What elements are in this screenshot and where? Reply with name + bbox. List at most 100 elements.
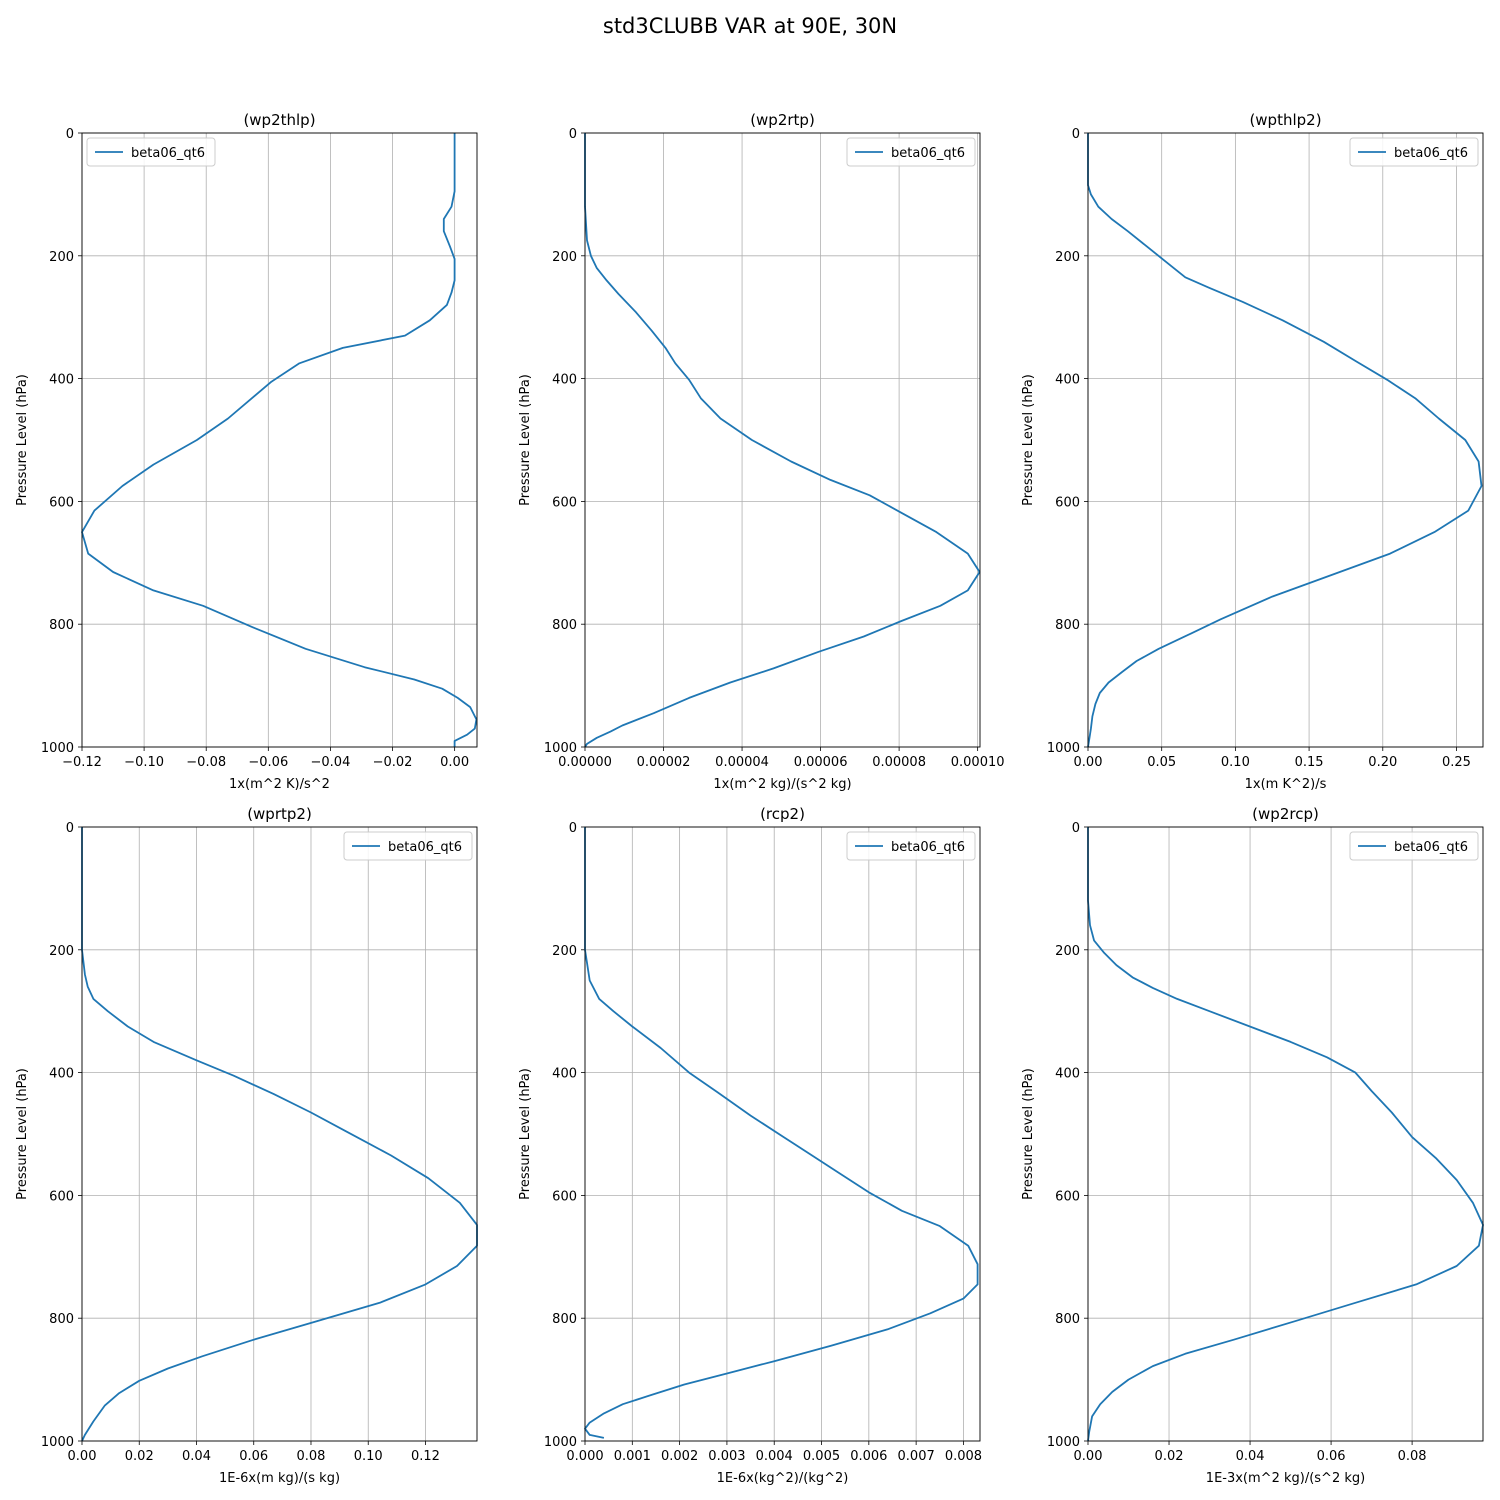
y-tick-label: 1000 (41, 741, 74, 756)
x-tick-label: 0.00006 (794, 755, 848, 770)
y-tick-label: 600 (49, 1189, 74, 1204)
x-axis-label: 1x(m^2 K)/s^2 (229, 777, 330, 792)
y-tick-label: 800 (1055, 1312, 1080, 1327)
legend-box (846, 831, 976, 861)
panel-title: (wp2rcp) (1252, 805, 1319, 823)
x-tick-label: 0.06 (239, 1449, 268, 1464)
x-tick-label: 0.04 (1236, 1449, 1265, 1464)
y-tick-label: 600 (552, 1189, 577, 1204)
x-tick-label: 0.00004 (715, 755, 769, 770)
y-tick-label: 1000 (544, 1435, 577, 1450)
chart-panel-6: 0.00 0.02 0.04 0.06 0.08 0 200 400 600 800 1000 (wp… (1021, 805, 1484, 1486)
chart-panel-2: 0.00000 0.00002 0.00004 0.00006 0.00008 0.000… (518, 111, 1005, 792)
chart-panel-5: 0.000 0.001 0.002 0.003 0.004 0.005 0.006 0.007… (518, 805, 982, 1486)
y-tick-label: 400 (49, 1067, 74, 1082)
x-tick-label: 0.006 (850, 1449, 887, 1464)
y-tick-label: 0 (569, 821, 577, 836)
axes-frame (81, 132, 478, 748)
x-tick-label: 0.005 (803, 1449, 840, 1464)
x-tick-label: 0.002 (661, 1449, 698, 1464)
y-tick-label: 1000 (1047, 1435, 1080, 1450)
legend-label: beta06_qt6 (891, 146, 965, 161)
x-tick-label: −0.06 (248, 755, 288, 770)
x-tick-label: 0.06 (1317, 1449, 1346, 1464)
legend-box (846, 137, 976, 167)
y-tick-label: 600 (1055, 1189, 1080, 1204)
legend-label: beta06_qt6 (131, 146, 205, 161)
x-tick-label: −0.04 (311, 755, 351, 770)
series-line-beta06_qt6 (81, 827, 478, 1442)
series-line-beta06_qt6 (81, 133, 478, 747)
series-line-beta06_qt6 (584, 827, 979, 1439)
y-tick-label: 400 (552, 373, 577, 388)
x-tick-label: 0.15 (1295, 755, 1324, 770)
y-tick-label: 800 (49, 1312, 74, 1327)
y-tick-label: 200 (1055, 944, 1080, 959)
x-tick-label: −0.12 (62, 755, 102, 770)
x-tick-label: 0.001 (614, 1449, 651, 1464)
x-tick-label: 0.04 (182, 1449, 211, 1464)
legend: beta06_qt6 (846, 137, 976, 167)
x-tick-label: 0.00010 (951, 755, 1005, 770)
legend: beta06_qt6 (846, 831, 976, 861)
chart-panel-3: 0.00 0.05 0.10 0.15 0.20 0.25 0 200 400 600 800 100… (1021, 111, 1484, 792)
y-tick-label: 200 (552, 944, 577, 959)
x-axis-label: 1E-6x(m kg)/(s kg) (219, 1471, 340, 1486)
legend: beta06_qt6 (86, 137, 216, 167)
y-tick-label: 800 (1055, 618, 1080, 633)
legend-box (1349, 137, 1479, 167)
axes-frame (584, 132, 981, 748)
y-tick-label: 0 (66, 127, 74, 142)
x-tick-label: 0.02 (125, 1449, 154, 1464)
y-tick-label: 600 (1055, 495, 1080, 510)
chart-panel-1: −0.12 −0.10 −0.08 −0.06 −0.04 −0.02 0.00 0 200 40… (15, 111, 478, 792)
y-tick-label: 400 (49, 373, 74, 388)
y-tick-label: 1000 (1047, 741, 1080, 756)
y-tick-label: 800 (552, 1312, 577, 1327)
x-tick-label: −0.08 (186, 755, 226, 770)
y-tick-label: 1000 (41, 1435, 74, 1450)
x-tick-label: 0.000 (566, 1449, 603, 1464)
x-tick-label: 0.08 (297, 1449, 326, 1464)
x-tick-label: 0.12 (411, 1449, 440, 1464)
y-axis-label: Pressure Level (hPa) (1021, 1068, 1036, 1200)
x-tick-label: 0.003 (708, 1449, 745, 1464)
x-tick-label: −0.10 (124, 755, 164, 770)
x-tick-label: 0.00000 (558, 755, 612, 770)
panel-title: (wp2thlp) (243, 111, 315, 129)
y-tick-label: 200 (552, 250, 577, 265)
y-tick-label: 200 (49, 944, 74, 959)
y-axis-label: Pressure Level (hPa) (15, 374, 30, 506)
x-tick-label: 0.004 (756, 1449, 793, 1464)
axes-frame (1087, 132, 1484, 748)
panel-title: (wpthlp2) (1249, 111, 1321, 129)
y-axis-label: Pressure Level (hPa) (518, 374, 533, 506)
y-axis-label: Pressure Level (hPa) (1021, 374, 1036, 506)
x-tick-label: 0.007 (898, 1449, 935, 1464)
legend-label: beta06_qt6 (891, 840, 965, 855)
legend: beta06_qt6 (1349, 137, 1479, 167)
y-tick-label: 0 (66, 821, 74, 836)
y-tick-label: 1000 (544, 741, 577, 756)
series-line-beta06_qt6 (584, 133, 981, 748)
x-tick-label: 0.00 (1074, 1449, 1103, 1464)
y-axis-label: Pressure Level (hPa) (15, 1068, 30, 1200)
legend: beta06_qt6 (343, 831, 473, 861)
x-axis-label: 1x(m K^2)/s (1245, 777, 1327, 792)
axes-frame (1087, 826, 1484, 1442)
x-tick-label: 0.00008 (872, 755, 926, 770)
panel-title: (rcp2) (760, 805, 805, 823)
x-tick-label: 0.10 (354, 1449, 383, 1464)
x-tick-label: 0.00 (68, 1449, 97, 1464)
series-line-beta06_qt6 (1087, 827, 1484, 1442)
panel-title: (wp2rtp) (750, 111, 815, 129)
y-tick-label: 0 (1072, 127, 1080, 142)
axes-frame (584, 826, 981, 1442)
x-tick-label: 0.05 (1147, 755, 1176, 770)
y-tick-label: 400 (1055, 1067, 1080, 1082)
x-tick-label: 0.02 (1155, 1449, 1184, 1464)
series-line-beta06_qt6 (1087, 133, 1483, 748)
x-tick-label: 0.10 (1221, 755, 1250, 770)
x-tick-label: 0.20 (1368, 755, 1397, 770)
